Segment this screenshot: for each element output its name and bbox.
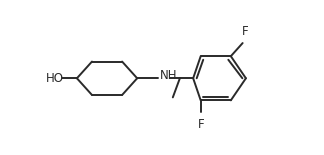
Text: F: F (242, 25, 249, 38)
Text: F: F (197, 118, 204, 131)
Text: NH: NH (160, 69, 177, 82)
Text: HO: HO (45, 72, 64, 85)
